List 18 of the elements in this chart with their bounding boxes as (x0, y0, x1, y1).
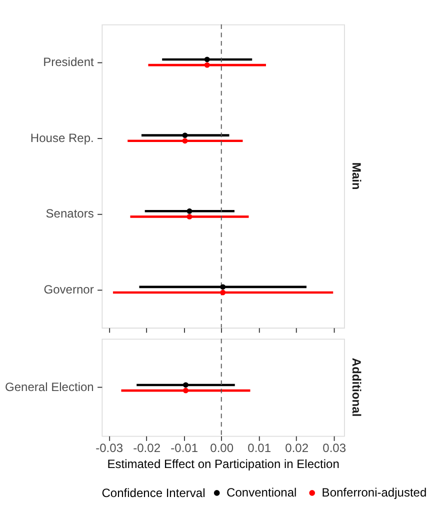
x-tick-label: 0.02 (285, 441, 309, 456)
x-tick-label: 0.00 (210, 441, 234, 456)
text: Additional (349, 358, 364, 417)
x-tick-label: 0.01 (248, 441, 272, 456)
x-tick-label: 0.03 (322, 441, 346, 456)
x-axis-title: Estimated Effect on Participation in Election (107, 456, 340, 471)
y-tick-label: General Election (5, 380, 94, 394)
y-tick-label: Senators (46, 206, 94, 221)
text: Main (349, 162, 364, 190)
x-tick-label: -0.01 (170, 441, 198, 456)
x-tick-label: -0.03 (96, 441, 124, 456)
legend-label: Conventional (226, 486, 297, 500)
legend-title: Confidence Interval (102, 486, 206, 500)
y-tick-label: House Rep. (30, 130, 94, 145)
y-tick-label: Governor (44, 282, 94, 296)
y-tick-label: President (43, 54, 95, 69)
x-tick-label: -0.02 (133, 441, 161, 456)
legend-label: Bonferroni-adjusted (322, 486, 427, 500)
